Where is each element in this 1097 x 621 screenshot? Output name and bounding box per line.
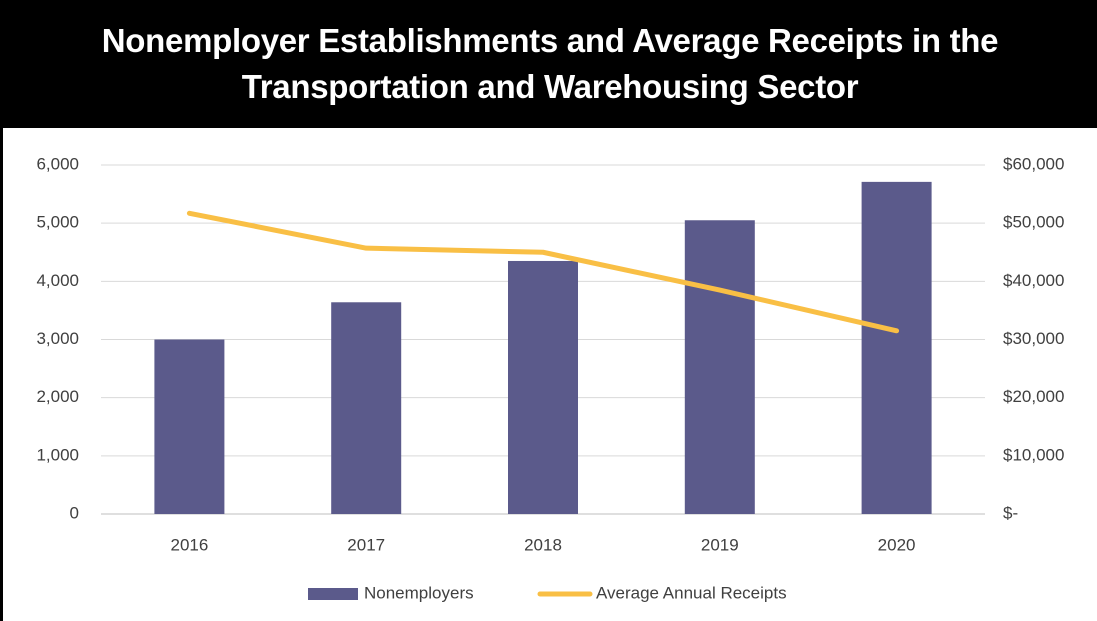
bar [154, 339, 225, 514]
x-tick-label: 2017 [347, 535, 385, 554]
y2-tick-label: $50,000 [1003, 213, 1064, 232]
y2-tick-label: $- [1003, 503, 1018, 522]
chart-title: Nonemployer Establishments and Average R… [3, 0, 1097, 128]
y2-tick-label: $60,000 [1003, 154, 1064, 173]
y-tick-label: 2,000 [36, 387, 79, 406]
y-tick-label: 0 [70, 503, 79, 522]
bar [861, 181, 932, 514]
y2-tick-label: $20,000 [1003, 387, 1064, 406]
x-tick-label: 2020 [878, 535, 916, 554]
bar [331, 302, 402, 514]
bar [508, 260, 578, 514]
bar [684, 220, 755, 514]
line [186, 210, 900, 334]
legend-label: Average Annual Receipts [596, 583, 787, 602]
y2-tick-label: $10,000 [1003, 445, 1064, 464]
y2-tick-label: $30,000 [1003, 329, 1064, 348]
x-tick-label: 2016 [170, 535, 208, 554]
legend-swatch [308, 588, 358, 600]
y2-tick-label: $40,000 [1003, 271, 1064, 290]
y-tick-label: 1,000 [36, 445, 79, 464]
y-tick-label: 5,000 [36, 213, 79, 232]
y-tick-label: 6,000 [36, 154, 79, 173]
chart: 0 1,000 2,000 3,000 4,000 5,000 6,000 $- $10,000… [36, 154, 1064, 602]
y-tick-label: 3,000 [36, 329, 79, 348]
x-tick-label: 2018 [524, 535, 562, 554]
legend-label: Nonemployers [364, 583, 474, 602]
x-tick-label: 2019 [701, 535, 739, 554]
y-tick-label: 4,000 [36, 271, 79, 290]
